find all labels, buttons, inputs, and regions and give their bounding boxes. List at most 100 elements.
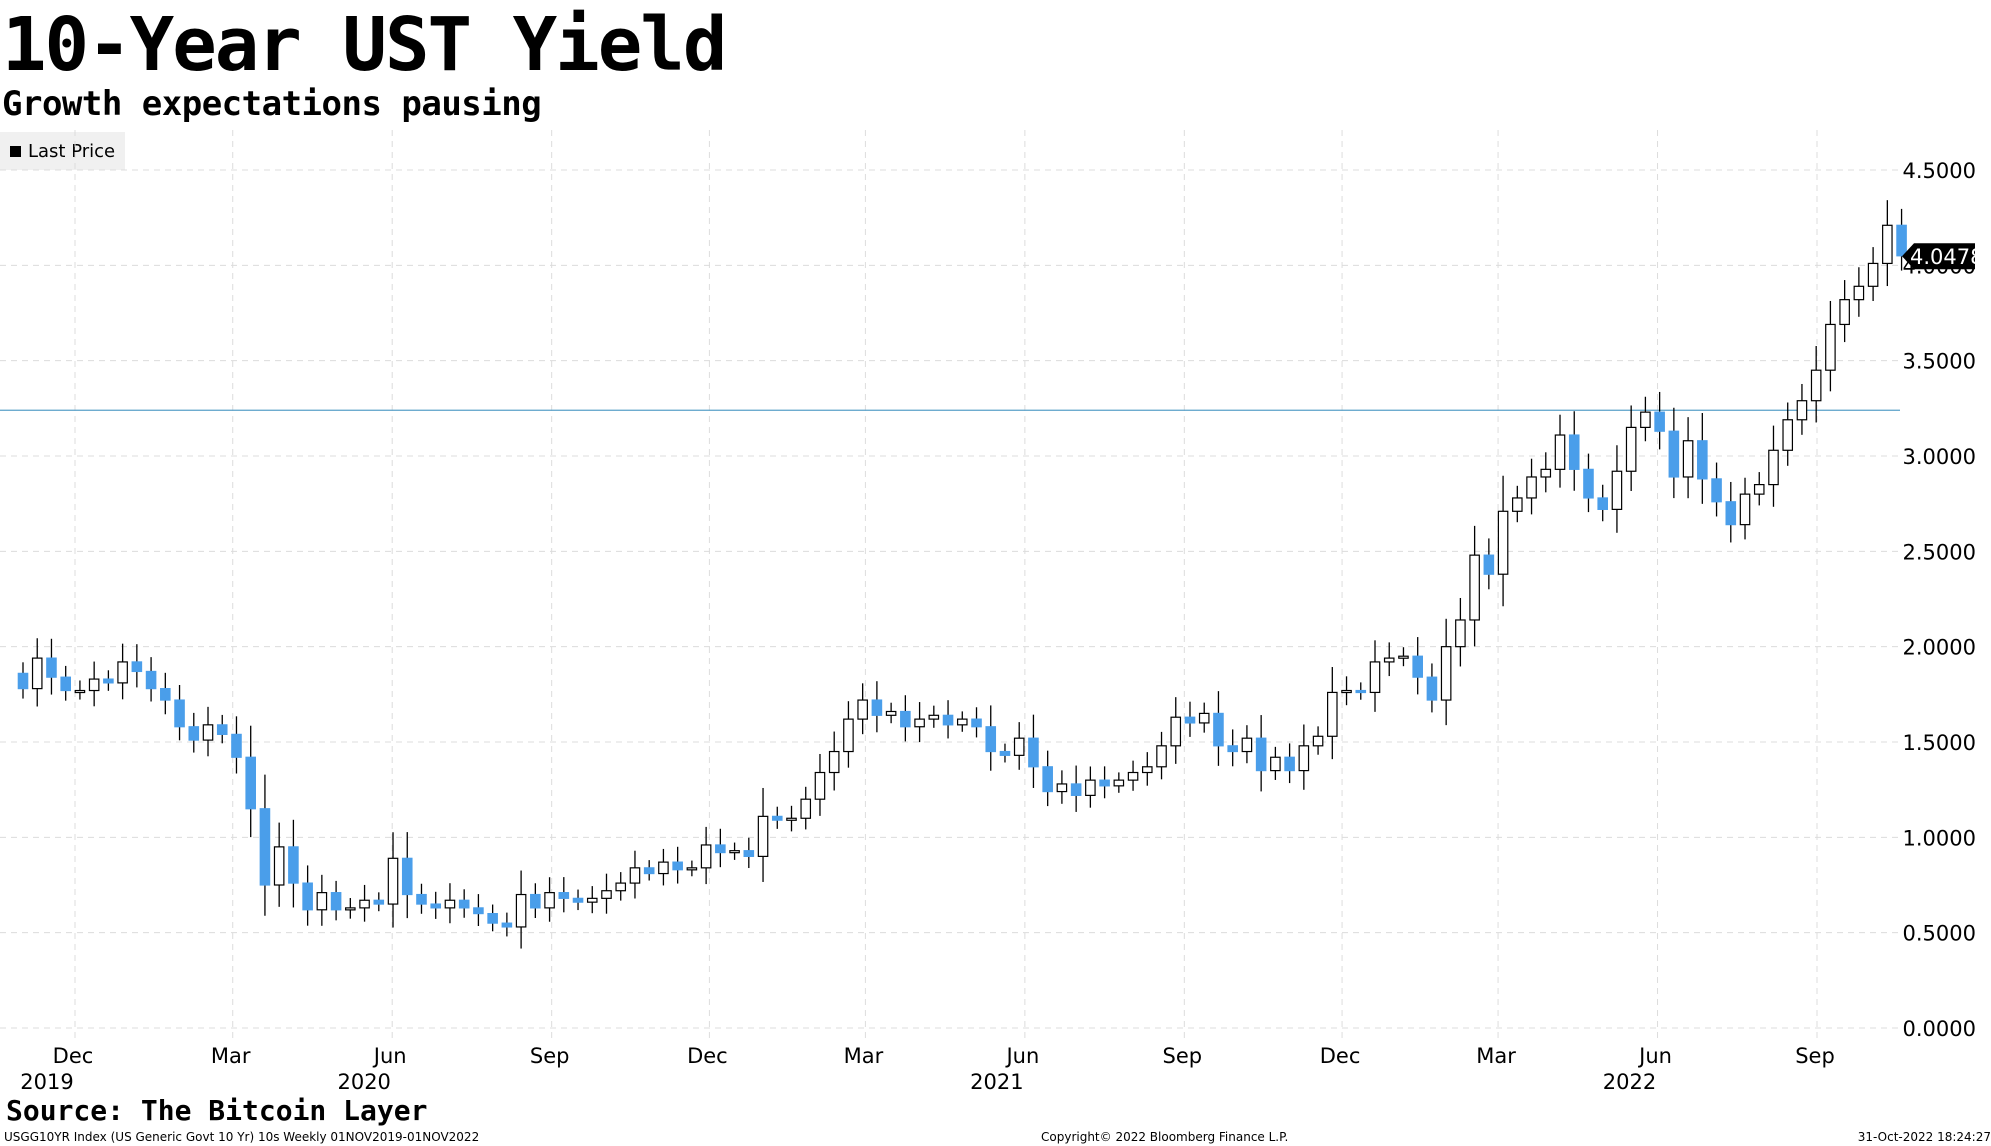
candle-down xyxy=(103,678,114,684)
legend[interactable]: Last Price xyxy=(0,132,126,170)
candle-down xyxy=(572,897,584,903)
candle-down xyxy=(17,672,29,690)
candle-down xyxy=(1355,689,1367,694)
candle-down xyxy=(942,714,954,726)
candle-down xyxy=(231,733,242,758)
candle-down xyxy=(1597,497,1609,510)
candle-up xyxy=(956,718,968,726)
candle-up xyxy=(1455,619,1466,648)
x-tick-label: Sep xyxy=(530,1044,570,1068)
candle-up xyxy=(273,846,285,886)
candle-up xyxy=(1526,476,1537,499)
candle-down xyxy=(501,922,513,928)
x-year-label: 2022 xyxy=(1603,1070,1656,1094)
candle-down xyxy=(1284,756,1295,772)
candle-down xyxy=(1711,478,1722,503)
candle-up xyxy=(1298,745,1310,772)
candle-up xyxy=(1270,756,1281,772)
y-tick-label: 0.5000 xyxy=(1903,922,1976,946)
candle-down xyxy=(259,808,271,886)
candle-down xyxy=(1668,430,1680,478)
candle-down xyxy=(1654,411,1665,432)
candle-down xyxy=(643,867,655,875)
chart-subtitle: Growth expectations pausing xyxy=(2,84,542,124)
candle-up xyxy=(1810,369,1822,402)
candle-up xyxy=(729,850,740,854)
candle-down xyxy=(672,861,683,871)
candle-up xyxy=(857,699,868,720)
candle-up xyxy=(1327,691,1338,737)
candle-down xyxy=(174,699,185,728)
candle-up xyxy=(316,892,328,911)
candle-up xyxy=(1540,468,1552,478)
x-tick-label: Mar xyxy=(211,1044,251,1068)
y-tick-label: 1.0000 xyxy=(1903,826,1976,850)
candle-up xyxy=(615,882,627,892)
candle-up xyxy=(1782,419,1794,451)
chart-title: 10-Year UST Yield xyxy=(2,2,727,88)
candle-up xyxy=(544,892,555,909)
candle-up xyxy=(814,771,826,800)
candle-up xyxy=(1141,766,1153,774)
candle-up xyxy=(444,899,456,909)
candle-up xyxy=(928,714,940,720)
candle-up xyxy=(1625,426,1637,472)
x-tick-label: Mar xyxy=(844,1044,884,1068)
candle-up xyxy=(1825,323,1836,371)
candle-down xyxy=(999,750,1011,756)
y-tick-label: 3.5000 xyxy=(1903,350,1976,374)
candle-up xyxy=(828,750,840,774)
candle-up xyxy=(1312,735,1324,747)
candle-up xyxy=(1882,224,1893,265)
candle-down xyxy=(1099,779,1110,787)
candle-up xyxy=(1198,712,1210,724)
candle-up xyxy=(700,844,712,869)
x-tick-label: Jun xyxy=(1637,1044,1672,1068)
candle-down xyxy=(401,857,413,896)
candle-down xyxy=(1042,766,1053,793)
x-year-label: 2019 xyxy=(20,1070,73,1094)
candle-up xyxy=(1796,400,1808,421)
candle-down xyxy=(131,661,143,673)
candle-down xyxy=(1568,434,1580,470)
candle-down xyxy=(288,846,299,884)
candle-down xyxy=(530,893,541,909)
candle-down xyxy=(1070,783,1082,796)
candle-up xyxy=(1056,783,1068,793)
y-tick-label: 0.0000 xyxy=(1903,1017,1976,1041)
x-tick-label: Jun xyxy=(1004,1044,1039,1068)
candle-up xyxy=(1113,779,1125,787)
candle-down xyxy=(188,726,200,741)
x-tick-label: Dec xyxy=(687,1044,728,1068)
y-tick-label: 3.0000 xyxy=(1903,445,1976,469)
x-tick-label: Dec xyxy=(1320,1044,1361,1068)
legend-swatch-icon xyxy=(10,145,21,157)
candle-down xyxy=(1227,745,1238,753)
candle-up xyxy=(1554,434,1566,470)
candle-up xyxy=(1156,745,1167,768)
candle-up xyxy=(1341,689,1352,694)
candle-up xyxy=(658,861,669,875)
legend-label: Last Price xyxy=(28,140,116,162)
candle-down xyxy=(46,657,57,678)
candle-up xyxy=(1241,737,1253,753)
candle-down xyxy=(558,892,570,899)
last-price-label: 4.0478 xyxy=(1910,245,1983,269)
candle-up xyxy=(387,857,399,905)
candle-up xyxy=(1383,657,1395,663)
candle-up xyxy=(757,815,769,857)
copyright-note: Copyright© 2022 Bloomberg Finance L.P. xyxy=(1041,1130,1289,1144)
candle-down xyxy=(473,907,484,915)
candle-down xyxy=(145,670,157,690)
x-tick-label: Mar xyxy=(1476,1044,1516,1068)
candle-down xyxy=(1213,712,1224,747)
candle-down xyxy=(1583,468,1594,499)
candle-up xyxy=(1867,262,1879,287)
candle-down xyxy=(330,892,342,911)
candle-up xyxy=(800,798,812,819)
candle-up xyxy=(31,657,43,690)
candle-down xyxy=(1184,716,1196,724)
candle-up xyxy=(914,718,925,728)
y-tick-label: 2.0000 xyxy=(1903,636,1976,660)
candle-up xyxy=(629,867,641,884)
